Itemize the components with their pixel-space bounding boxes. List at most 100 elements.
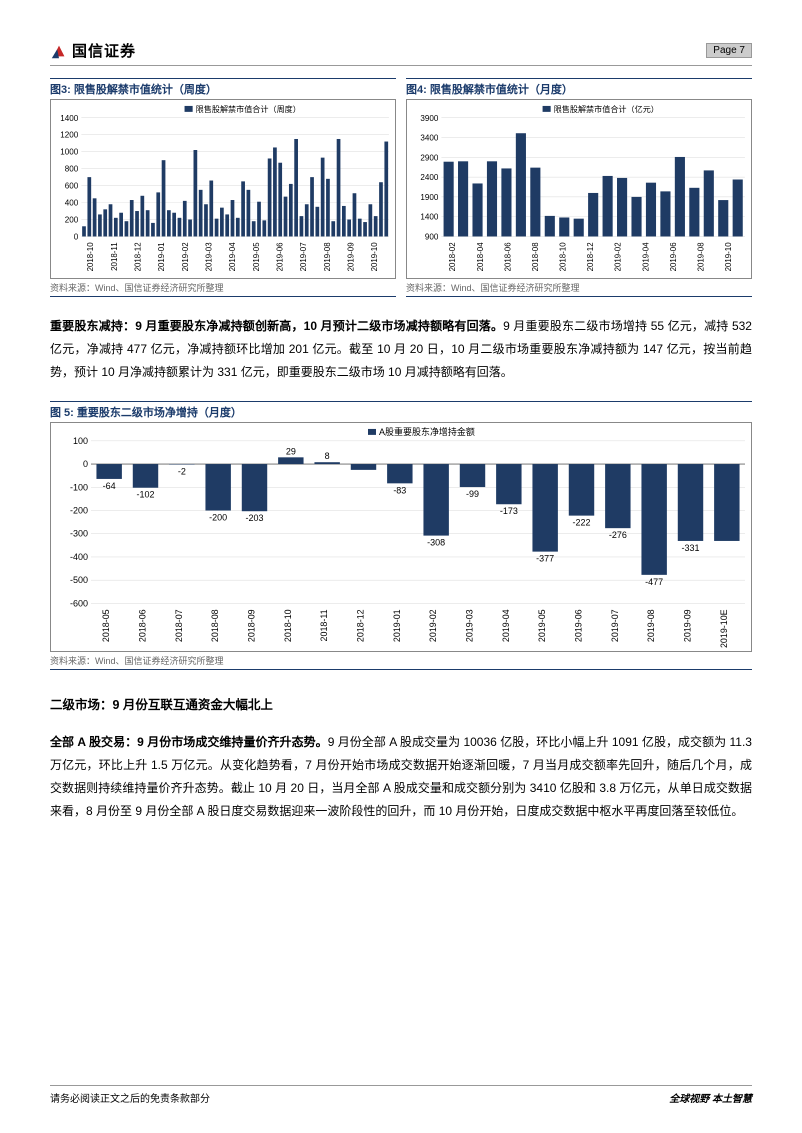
svg-text:2019-02: 2019-02 — [181, 242, 190, 272]
page-header: 国信证券 Page 7 — [50, 40, 752, 66]
svg-text:2018-11: 2018-11 — [319, 610, 329, 642]
svg-text:0: 0 — [83, 459, 88, 469]
svg-text:-100: -100 — [70, 483, 88, 493]
svg-text:2018-05: 2018-05 — [101, 610, 111, 643]
subheading-secondary-market: 二级市场：9 月份互联互通资金大幅北上 — [50, 694, 752, 713]
svg-text:2019-01: 2019-01 — [392, 610, 402, 643]
svg-text:2019-10: 2019-10 — [370, 242, 379, 272]
svg-text:2018-10: 2018-10 — [86, 242, 95, 272]
svg-text:800: 800 — [65, 165, 79, 174]
svg-text:-377: -377 — [536, 554, 554, 564]
svg-text:-2: -2 — [178, 467, 186, 477]
svg-text:-200: -200 — [70, 506, 88, 516]
svg-text:2019-07: 2019-07 — [299, 242, 308, 272]
svg-text:2018-10: 2018-10 — [558, 242, 567, 272]
svg-text:-203: -203 — [246, 514, 264, 524]
svg-text:2019-08: 2019-08 — [696, 242, 705, 272]
svg-text:-400: -400 — [70, 552, 88, 562]
svg-text:-64: -64 — [103, 481, 116, 491]
svg-text:200: 200 — [65, 216, 79, 225]
svg-text:3900: 3900 — [420, 114, 439, 123]
svg-text:100: 100 — [73, 436, 88, 446]
svg-text:2400: 2400 — [420, 173, 439, 182]
svg-text:2018-06: 2018-06 — [503, 242, 512, 272]
svg-text:-276: -276 — [609, 531, 627, 541]
svg-text:2018-10: 2018-10 — [283, 610, 293, 643]
page-footer: 请务必阅读正文之后的免责条款部分 全球视野 本土智慧 — [50, 1085, 752, 1105]
svg-text:-173: -173 — [500, 507, 518, 517]
para1-lead: 重要股东减持：9 月重要股东净减持额创新高，10 月预计二级市场减持额略有回落。 — [50, 319, 503, 333]
svg-text:-200: -200 — [209, 513, 227, 523]
chart3-area: 02004006008001000120014002018-102018-112… — [50, 99, 396, 279]
svg-text:2019-06: 2019-06 — [573, 610, 583, 643]
svg-text:限售股解禁市值合计（亿元）: 限售股解禁市值合计（亿元） — [554, 104, 659, 114]
svg-text:2018-02: 2018-02 — [448, 242, 457, 272]
svg-text:2019-04: 2019-04 — [641, 242, 650, 272]
footer-slogan: 全球视野 本土智慧 — [669, 1090, 752, 1105]
svg-text:3400: 3400 — [420, 134, 439, 143]
svg-text:2018-12: 2018-12 — [133, 242, 142, 272]
svg-text:2019-09: 2019-09 — [346, 242, 355, 272]
svg-text:2018-07: 2018-07 — [174, 610, 184, 643]
svg-text:2018-12: 2018-12 — [355, 610, 365, 643]
chart4-area: 900 1400 1900 2400 2900 3400 3900 2018-02 2018-0… — [406, 99, 752, 279]
svg-text:2019-06: 2019-06 — [669, 242, 678, 272]
svg-text:2019-08: 2019-08 — [646, 610, 656, 643]
chart5-source: 资料来源：Wind、国信证券经济研究所整理 — [50, 652, 752, 670]
svg-text:1400: 1400 — [420, 213, 439, 222]
svg-text:-308: -308 — [427, 538, 445, 548]
svg-text:1000: 1000 — [60, 148, 79, 157]
svg-text:2018-09: 2018-09 — [246, 610, 256, 643]
svg-text:2018-12: 2018-12 — [586, 242, 595, 272]
svg-text:-83: -83 — [393, 486, 406, 496]
svg-text:2019-07: 2019-07 — [610, 610, 620, 643]
svg-text:2019-01: 2019-01 — [157, 242, 166, 272]
chart3-source: 资料来源：Wind、国信证券经济研究所整理 — [50, 279, 396, 297]
svg-text:2019-09: 2019-09 — [682, 610, 692, 643]
svg-text:1900: 1900 — [420, 193, 439, 202]
chart3-title: 图3: 限售股解禁市值统计（周度） — [50, 78, 396, 99]
svg-text:400: 400 — [65, 199, 79, 208]
svg-text:29: 29 — [286, 447, 296, 457]
svg-text:2019-05: 2019-05 — [537, 610, 547, 643]
svg-text:2019-03: 2019-03 — [464, 610, 474, 643]
svg-text:2018-08: 2018-08 — [531, 242, 540, 272]
svg-text:限售股解禁市值合计（周度）: 限售股解禁市值合计（周度） — [196, 104, 301, 114]
svg-text:2019-03: 2019-03 — [204, 242, 213, 272]
svg-text:-300: -300 — [70, 529, 88, 539]
svg-text:-500: -500 — [70, 576, 88, 586]
chart5-title: 图 5: 重要股东二级市场净增持（月度） — [50, 401, 752, 422]
svg-text:A股重要股东净增持金额: A股重要股东净增持金额 — [379, 426, 475, 437]
svg-text:-331: -331 — [682, 543, 700, 553]
chart4-title: 图4: 限售股解禁市值统计（月度） — [406, 78, 752, 99]
logo-icon — [50, 42, 68, 60]
chart4-source: 资料来源：Wind、国信证券经济研究所整理 — [406, 279, 752, 297]
svg-text:-222: -222 — [573, 518, 591, 528]
paragraph-1: 重要股东减持：9 月重要股东净减持额创新高，10 月预计二级市场减持额略有回落。… — [50, 315, 752, 383]
svg-text:2019-02: 2019-02 — [614, 242, 623, 272]
svg-text:2018-11: 2018-11 — [110, 242, 119, 271]
svg-text:2900: 2900 — [420, 153, 439, 162]
svg-text:2019-04: 2019-04 — [501, 610, 511, 643]
svg-text:-99: -99 — [466, 489, 479, 499]
svg-text:0: 0 — [74, 233, 79, 242]
svg-text:600: 600 — [65, 182, 79, 191]
company-logo: 国信证券 — [50, 40, 136, 61]
svg-text:-102: -102 — [137, 490, 155, 500]
paragraph-2: 全部 A 股交易：9 月份市场成交维持量价齐升态势。9 月份全部 A 股成交量为… — [50, 731, 752, 822]
svg-text:2019-10: 2019-10 — [724, 242, 733, 272]
page-number: Page 7 — [706, 43, 752, 58]
svg-text:2018-04: 2018-04 — [476, 242, 485, 272]
svg-text:2019-10E: 2019-10E — [719, 610, 729, 649]
svg-text:2018-06: 2018-06 — [137, 610, 147, 643]
svg-text:2019-08: 2019-08 — [323, 242, 332, 272]
svg-text:2019-02: 2019-02 — [428, 610, 438, 643]
footer-disclaimer: 请务必阅读正文之后的免责条款部分 — [50, 1090, 210, 1105]
svg-text:2018-08: 2018-08 — [210, 610, 220, 643]
svg-text:900: 900 — [425, 233, 439, 242]
svg-text:2019-04: 2019-04 — [228, 242, 237, 272]
svg-text:2019-05: 2019-05 — [252, 242, 261, 272]
svg-text:1400: 1400 — [60, 114, 79, 123]
chart5-area: -600-500-400-300-200-1000100-64-102-2-20… — [50, 422, 752, 652]
company-name: 国信证券 — [72, 40, 136, 61]
